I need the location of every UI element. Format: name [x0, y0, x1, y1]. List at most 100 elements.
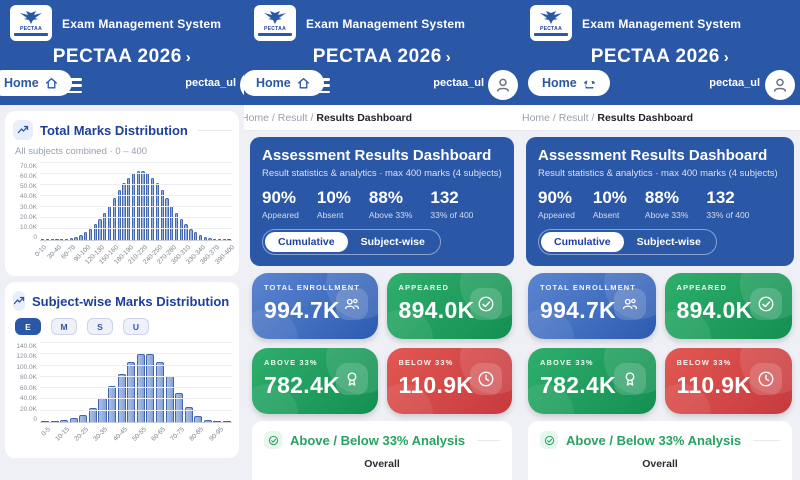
- histogram-bar: [189, 228, 193, 240]
- gridline: [40, 217, 232, 218]
- home-button[interactable]: Home: [0, 70, 72, 96]
- card-total-enrollment[interactable]: TOTAL ENROLLMENT 994.7K: [252, 273, 378, 339]
- histogram-bar: [64, 238, 69, 240]
- subject-tabs: E M S U: [15, 318, 232, 335]
- card-above-33[interactable]: ABOVE 33% 782.4K: [528, 348, 656, 414]
- divider: [197, 129, 232, 131]
- logo-word: PECTAA: [540, 26, 562, 32]
- summary-stats: 90% Appeared 10% Absent 88% Above 33% 132 33…: [262, 188, 502, 220]
- gridline: [40, 387, 232, 389]
- check-circle-icon: [750, 288, 782, 320]
- x-tick-label: 50-55: [130, 426, 148, 443]
- session-title[interactable]: PECTAA 2026 ›: [52, 46, 192, 67]
- tab-subject-e[interactable]: E: [15, 318, 41, 335]
- overall-donut-chart[interactable]: [334, 475, 430, 480]
- y-tick-label: 40.0K: [20, 193, 37, 201]
- person-icon: [497, 78, 509, 92]
- medal-icon: [613, 363, 646, 395]
- toggle-subject-wise[interactable]: Subject-wise: [636, 236, 701, 248]
- stat-above33: 88% Above 33%: [368, 188, 413, 220]
- histogram-bar: [184, 406, 193, 422]
- card-label: TOTAL ENROLLMENT: [264, 283, 360, 292]
- username-label: pectaa_ul: [709, 77, 760, 89]
- y-tick-label: 30.0K: [20, 203, 37, 211]
- summary-stats: 90% Appeared 10% Absent 88% Above 33% 132 33…: [538, 188, 782, 220]
- x-tick-label: 30-40: [45, 244, 63, 261]
- card-appeared[interactable]: APPEARED 894.0K: [386, 273, 512, 339]
- stat-passmark: 132 33% of 400: [430, 188, 474, 220]
- menu-button[interactable]: [310, 78, 330, 93]
- menu-button[interactable]: [62, 78, 82, 93]
- tab-subject-s[interactable]: S: [87, 318, 113, 335]
- gridline: [40, 342, 232, 343]
- histogram-bar: [108, 386, 117, 422]
- app-title: Exam Management System: [306, 17, 466, 31]
- stat-cards-grid: TOTAL ENROLLMENT 994.7K APPEARED 894.0K …: [528, 273, 792, 414]
- chevron-right-icon: ›: [445, 49, 452, 66]
- gridline: [40, 173, 232, 174]
- gridline: [40, 206, 232, 207]
- histogram-bar: [117, 190, 121, 240]
- toggle-cumulative[interactable]: Cumulative: [541, 232, 624, 252]
- histogram-bar: [150, 177, 155, 240]
- card-below-33[interactable]: BELOW 33% 110.9K: [386, 348, 512, 414]
- total-marks-histogram[interactable]: 70.0K 60.0K 50.0K 40.0K 30.0K 20.0K 10.0K 0 0-1…: [13, 162, 235, 268]
- y-tick-label: 140.0K: [16, 343, 37, 350]
- dashboard-title: Assessment Results Dashboard: [262, 147, 492, 164]
- stat-cards-grid: TOTAL ENROLLMENT 994.7K APPEARED 894.0K …: [252, 273, 512, 414]
- histogram-bar: [155, 183, 160, 240]
- histogram-bar: [84, 232, 88, 240]
- check-circle-icon: [470, 288, 502, 320]
- histogram-bar: [213, 238, 217, 240]
- histogram-bar: [122, 183, 126, 240]
- user-avatar[interactable]: [240, 70, 244, 100]
- histogram-bar: [136, 171, 140, 240]
- session-title[interactable]: PECTAA 2026 ›: [312, 46, 452, 67]
- x-tick-label: 30-35: [92, 426, 110, 443]
- histogram-bar: [98, 219, 102, 240]
- card-below-33[interactable]: BELOW 33% 110.9K: [664, 348, 792, 414]
- histogram-bar: [50, 239, 54, 240]
- tab-subject-m[interactable]: M: [51, 318, 77, 335]
- gridline: [40, 228, 232, 229]
- breadcrumb-path[interactable]: Home / Result /: [244, 111, 314, 124]
- pectaa-logo[interactable]: PECTAA: [530, 5, 572, 41]
- toggle-cumulative[interactable]: Cumulative: [265, 232, 348, 252]
- histogram-bar: [88, 407, 97, 422]
- card-appeared[interactable]: APPEARED 894.0K: [664, 273, 792, 339]
- clock-icon: [750, 363, 782, 395]
- pectaa-logo[interactable]: PECTAA: [254, 5, 296, 41]
- card-total-enrollment[interactable]: TOTAL ENROLLMENT 994.7K: [528, 273, 656, 339]
- app-header: PECTAA Exam Management System PECTAA 202…: [0, 0, 244, 105]
- breadcrumb-current: Results Dashboard: [316, 111, 413, 124]
- x-axis: 0-5 10-15 20-25 30-35 40-45 50-55 60-65 70-75 80…: [40, 423, 232, 450]
- histogram-bar: [41, 421, 50, 422]
- subject-marks-histogram[interactable]: 140.0K 120.0K 100.0K 80.0K 60.0K 40.0K 20.0K 0 …: [13, 342, 232, 450]
- histogram-bar: [194, 232, 198, 240]
- menu-button[interactable]: [586, 78, 606, 93]
- user-avatar[interactable]: [765, 70, 795, 100]
- gridline: [40, 162, 232, 163]
- y-axis: 70.0K 60.0K 50.0K 40.0K 30.0K 20.0K 10.0K 0: [13, 163, 40, 241]
- breadcrumb-current: Results Dashboard: [597, 111, 694, 124]
- y-axis: 140.0K 120.0K 100.0K 80.0K 60.0K 40.0K 20.0K 0: [13, 343, 40, 423]
- tab-subject-u[interactable]: U: [123, 318, 149, 335]
- breadcrumb[interactable]: Home / Result / Results Dashboard: [520, 105, 800, 131]
- toggle-subject-wise[interactable]: Subject-wise: [360, 236, 425, 248]
- analysis-card: Above / Below 33% Analysis Overall: [528, 421, 792, 480]
- breadcrumb-path[interactable]: Home / Result /: [522, 111, 595, 124]
- histogram-bar: [175, 392, 184, 422]
- breadcrumb[interactable]: Home / Result / Results Dashboard: [244, 105, 520, 131]
- user-avatar[interactable]: [488, 70, 518, 100]
- y-tick-label: 0: [33, 415, 37, 423]
- panel-dashboard: PECTAA Exam Management System PECTAA 202…: [244, 0, 520, 480]
- session-title[interactable]: PECTAA 2026 ›: [590, 46, 730, 67]
- view-toggle: Cumulative Subject-wise: [538, 229, 717, 255]
- histogram-bar: [74, 236, 78, 240]
- stat-appeared: 90% Appeared: [538, 188, 575, 220]
- pectaa-logo[interactable]: PECTAA: [10, 5, 52, 41]
- overall-donut-chart[interactable]: [612, 475, 708, 480]
- histogram-bar: [208, 237, 212, 240]
- y-tick-label: 20.0K: [20, 213, 37, 221]
- card-above-33[interactable]: ABOVE 33% 782.4K: [252, 348, 378, 414]
